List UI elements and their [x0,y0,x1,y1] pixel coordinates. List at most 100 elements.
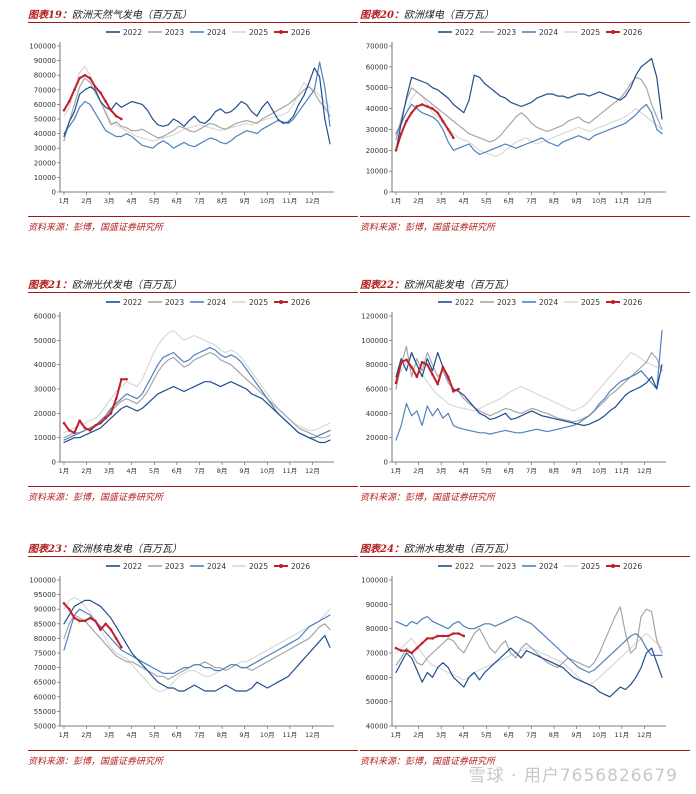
legend-label-2026: 2026 [291,562,310,571]
y-tick-label: 10000 [366,168,388,176]
series-point-2026 [405,649,408,652]
series-point-2026 [114,397,118,401]
y-tick-label: 40000 [34,130,56,138]
series-point-2026 [415,375,419,379]
x-tick-label: 11月 [614,731,629,739]
fig20-title: 图表20：欧洲煤电（百万瓦） [360,6,494,21]
source-rule [28,216,358,217]
x-tick-label: 10月 [592,731,607,739]
x-tick-label: 5月 [149,731,160,739]
series-point-2026 [62,108,66,112]
fig22-title-text: 欧洲风能发电（百万瓦） [403,280,514,291]
legend-label-2025: 2025 [581,28,600,37]
x-tick-label: 12月 [305,731,320,739]
y-tick-label: 40000 [366,723,388,731]
series-point-2026 [436,111,440,115]
series-point-2026 [99,628,102,631]
y-tick-label: 30000 [34,386,56,394]
fig22-legend: 2022 2023 2024 2025 2026 [438,298,642,307]
x-tick-label: 9月 [239,731,250,739]
y-tick-label: 100000 [29,43,56,51]
fig24-axes: 40000 50000 60000 70000 80000 90000 100000 1月 2月… [361,576,666,739]
series-point-2026 [62,421,66,425]
legend-label-2025: 2025 [249,28,268,37]
series-point-2026 [415,105,419,108]
x-tick-label: 5月 [149,197,160,205]
legend-label-2024: 2024 [207,562,226,571]
legend-label-2022: 2022 [123,562,142,571]
fig22-axes: 0 20000 40000 60000 80000 100000 120000 1月 2月 3月 4… [361,312,666,475]
y-tick-label: 50000 [34,723,56,731]
legend-label-2023: 2023 [497,562,516,571]
fig24-panel: 图表24：欧洲水电发电（百万瓦） 2022 2023 2024 2025 2026 4000… [360,540,690,776]
x-tick-label: 6月 [504,731,515,739]
source-rule [360,216,690,217]
series-point-2026 [431,107,434,110]
x-tick-label: 7月 [194,467,205,475]
x-tick-label: 1月 [391,731,402,739]
x-tick-label: 4月 [126,197,137,205]
x-tick-label: 8月 [549,731,560,739]
x-tick-label: 8月 [217,197,228,205]
x-tick-label: 9月 [239,197,250,205]
series-point-2026 [73,88,76,92]
x-tick-label: 2月 [81,467,92,475]
fig21-figure-number: 图表21： [28,280,72,291]
series-point-2026 [441,119,445,123]
x-tick-label: 11月 [614,467,629,475]
y-tick-label: 60000 [34,313,56,321]
legend-label-2024: 2024 [207,28,226,37]
x-tick-label: 8月 [217,467,228,475]
x-tick-label: 7月 [194,731,205,739]
fig23-title-text: 欧洲核电发电（百万瓦） [71,544,182,555]
x-tick-label: 2月 [413,197,424,205]
x-tick-label: 4月 [126,467,137,475]
x-tick-label: 3月 [104,197,115,205]
x-tick-label: 3月 [104,731,115,739]
x-tick-label: 9月 [571,467,582,475]
y-tick-label: 40000 [366,105,388,113]
x-tick-label: 7月 [526,197,537,205]
fig20-chart: 2022 2023 2024 2025 2026 0 10000 20000 30000 4000… [366,28,666,205]
title-rule [360,22,690,23]
x-tick-label: 5月 [481,731,492,739]
legend-label-2026: 2026 [623,298,642,307]
x-tick-label: 5月 [481,467,492,475]
title-rule [360,556,690,557]
y-tick-label: 60000 [34,693,56,701]
series-point-2026 [462,634,466,638]
x-tick-label: 3月 [104,467,115,475]
fig22-title: 图表22：欧洲风能发电（百万瓦） [360,276,514,291]
series-point-2026 [452,632,455,635]
series-point-2026 [109,628,113,631]
series-point-2026 [120,645,123,649]
fig24-source: 资料来源：彭博，国盛证券研究所 [360,757,496,767]
series-point-2026 [109,412,113,415]
series-point-2026 [457,632,460,635]
series-point-2026 [104,100,108,103]
legend-label-2022: 2022 [123,28,142,37]
x-tick-label: 4月 [126,731,137,739]
series-point-2026 [83,619,87,623]
series-point-2026 [99,91,102,95]
series-line-2025 [63,596,331,692]
fig23-title: 图表23：欧洲核电发电（百万瓦） [28,540,182,555]
x-tick-label: 10月 [592,197,607,205]
legend-marker-2026 [279,30,283,34]
series-line-2023 [395,606,663,669]
x-tick-label: 3月 [436,197,447,205]
series-point-2026 [104,416,108,420]
source-rule [28,486,358,487]
fig19-legend: 2022 2023 2024 2025 2026 [106,28,310,37]
series-point-2026 [436,382,440,386]
fig19-axes: 0 10000 20000 30000 40000 50000 60000 70000 8000… [29,42,334,205]
series-point-2026 [78,619,81,623]
legend-label-2024: 2024 [539,562,558,571]
y-tick-label: 30000 [366,126,388,134]
y-tick-label: 60000 [34,101,56,109]
legend-marker-2026 [279,300,283,304]
fig21-title: 图表21：欧洲光伏发电（百万瓦） [28,276,182,291]
fig22-source: 资料来源：彭博，国盛证券研究所 [360,493,496,503]
series-point-2026 [114,114,118,118]
y-tick-label: 90000 [366,601,388,609]
